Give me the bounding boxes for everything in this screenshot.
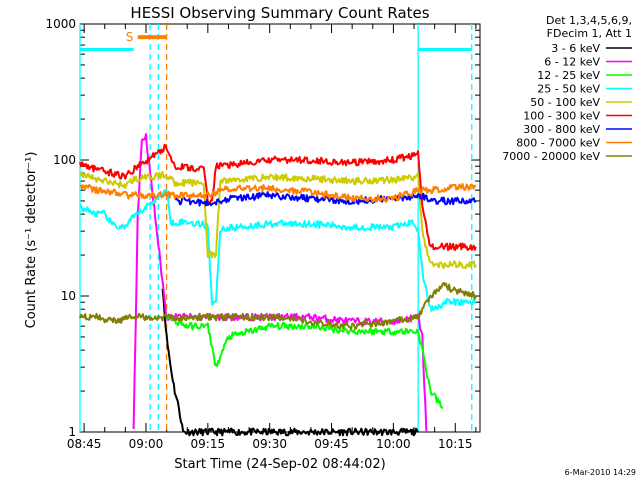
chart-title: HESSI Observing Summary Count Rates [130, 4, 429, 22]
series-line [79, 171, 477, 270]
legend-label: 12 - 25 keV [537, 69, 600, 82]
x-tick-label: 09:30 [252, 437, 287, 451]
series-line [79, 281, 477, 330]
series-line [161, 288, 419, 437]
legend-label: 7000 - 20000 keV [502, 150, 600, 163]
y-tick-label: 10 [61, 289, 76, 303]
series-line [79, 189, 477, 312]
x-tick-label: 08:45 [67, 437, 102, 451]
series-line [79, 182, 477, 203]
series-line [165, 315, 444, 410]
y-tick-label: 1000 [45, 17, 76, 31]
x-axis-label: Start Time (24-Sep-02 08:44:02) [174, 457, 385, 472]
legend-header-line-1: Det 1,3,4,5,6,9, [546, 14, 632, 27]
legend-label: 3 - 6 keV [551, 42, 600, 55]
x-tick-label: 10:15 [438, 437, 473, 451]
legend-label: 100 - 300 keV [523, 110, 600, 123]
x-tick-label: 10:00 [376, 437, 411, 451]
series-line [79, 143, 477, 251]
legend-header-line-2: FDecim 1, Att 1 [547, 27, 632, 40]
y-tick-label: 100 [53, 153, 76, 167]
legend-label: 800 - 7000 keV [516, 137, 600, 150]
x-tick-label: 09:15 [191, 437, 226, 451]
legend-label: 25 - 50 keV [537, 83, 600, 96]
legend-label: 6 - 12 keV [544, 56, 600, 69]
y-tick-label: 1 [68, 425, 76, 439]
y-axis-label: Count Rate (s⁻¹ detector⁻¹) [24, 152, 39, 329]
x-tick-label: 09:00 [129, 437, 164, 451]
x-tick-label: 09:45 [314, 437, 349, 451]
timestamp: 6-Mar-2010 14:29 [565, 468, 636, 477]
plot-layer: 1 10 100 1000 08:45 09:00 09:15 09:30 09:45 10:00… [45, 17, 481, 451]
series-line [173, 191, 477, 207]
saa-label: S [126, 30, 134, 44]
legend-label: 300 - 800 keV [523, 123, 600, 136]
legend-label: 50 - 100 keV [530, 96, 600, 109]
